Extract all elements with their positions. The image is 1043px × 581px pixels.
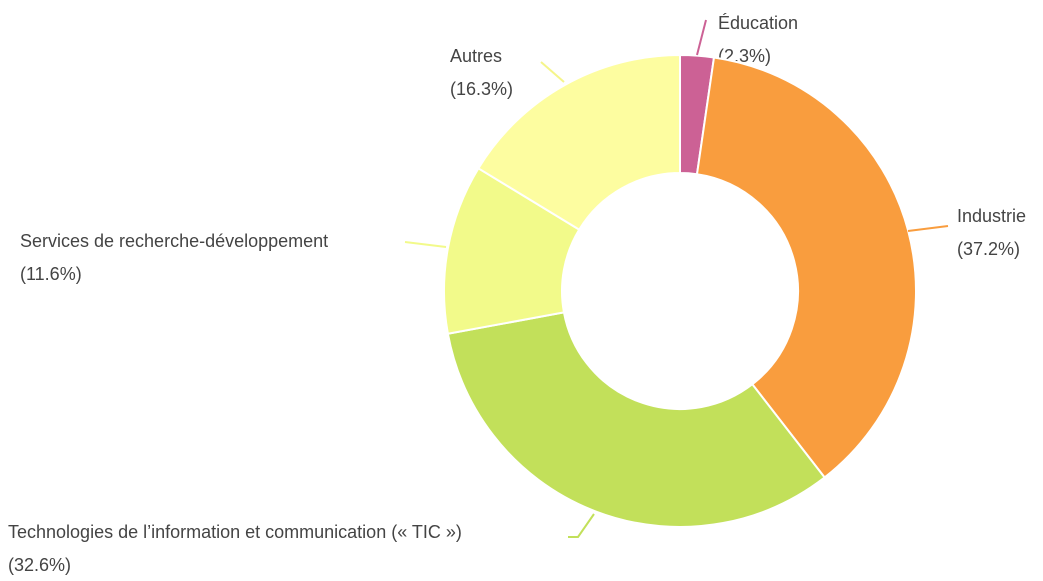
leader-line <box>404 241 447 248</box>
leader-line <box>540 61 565 83</box>
slice-label: Technologies de l’information et communi… <box>8 522 462 542</box>
donut-slice <box>477 53 681 232</box>
leader-line <box>696 19 707 56</box>
slice-value-label: (16.3%) <box>450 79 513 99</box>
slice-value-label: (32.6%) <box>8 555 71 575</box>
leader-line <box>568 513 595 538</box>
slice-value-label: (37.2%) <box>957 239 1020 259</box>
donut-slice <box>695 56 917 479</box>
slice-value-label: (11.6%) <box>20 264 82 284</box>
slice-label: Éducation <box>718 13 798 33</box>
slice-label: Services de recherche-développement <box>20 231 328 251</box>
leader-line <box>907 225 949 232</box>
donut-slice <box>446 311 827 528</box>
slice-label: Industrie <box>957 206 1026 226</box>
slice-label: Autres <box>450 46 502 66</box>
